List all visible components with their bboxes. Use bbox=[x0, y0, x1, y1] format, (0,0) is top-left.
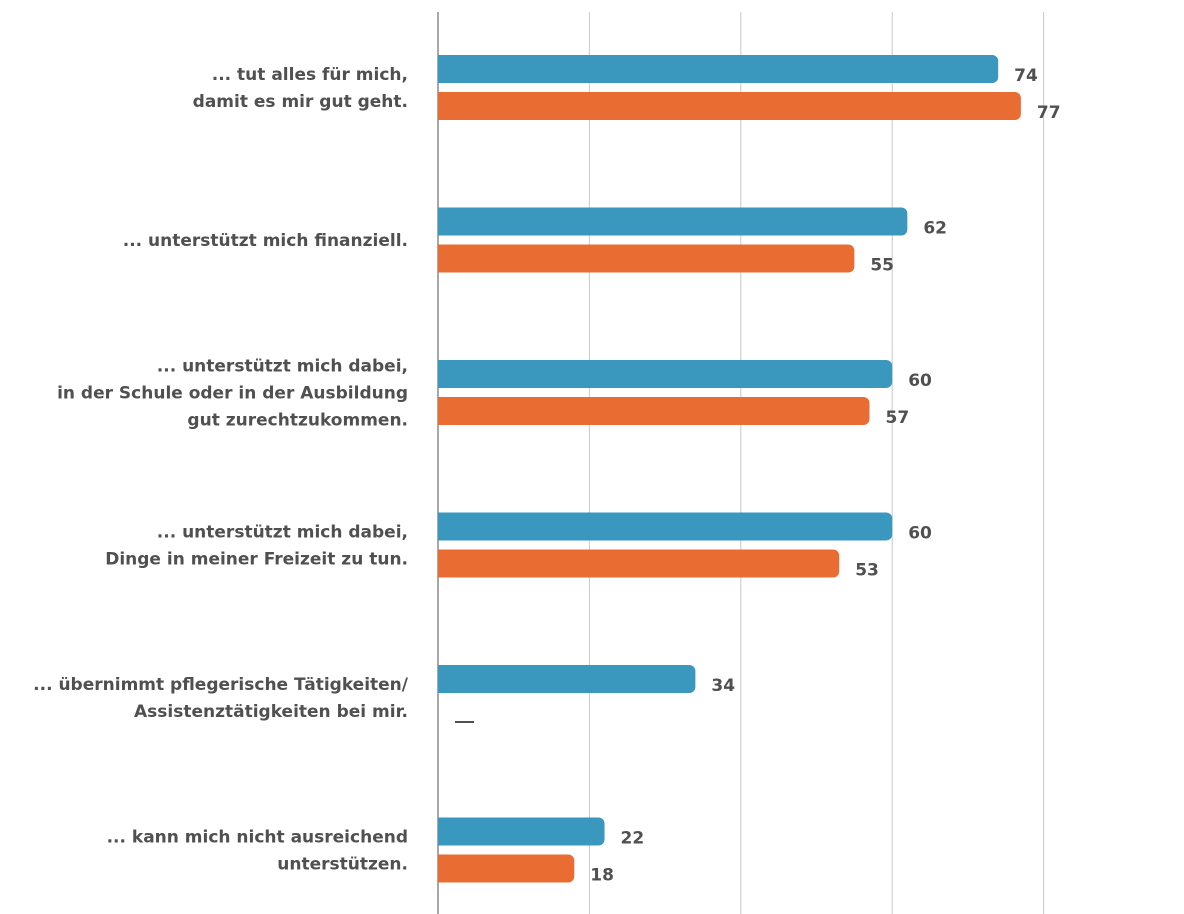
category-label: in der Schule oder in der Ausbildung bbox=[57, 384, 408, 404]
grid-lines bbox=[437, 12, 1045, 914]
category-label: ... übernimmt pflegerische Tätigkeiten/ bbox=[33, 675, 409, 695]
category-label: unterstützen. bbox=[277, 855, 408, 875]
bar-left-edge bbox=[438, 512, 446, 541]
value-label: 60 bbox=[908, 371, 932, 391]
bar-left-edge bbox=[438, 549, 446, 578]
category-label: gut zurechtzukommen. bbox=[187, 411, 408, 431]
bar bbox=[438, 360, 893, 388]
value-label: 53 bbox=[855, 561, 879, 581]
bar bbox=[438, 397, 870, 425]
bar bbox=[438, 512, 893, 541]
value-label: 77 bbox=[1037, 103, 1061, 123]
bar bbox=[438, 549, 840, 578]
category-label: damit es mir gut geht. bbox=[193, 92, 408, 112]
bar bbox=[438, 817, 605, 846]
value-label: 55 bbox=[870, 256, 894, 276]
bars bbox=[438, 55, 1021, 883]
category-label: ... unterstützt mich dabei, bbox=[157, 523, 408, 543]
value-label: 18 bbox=[590, 866, 614, 886]
bar bbox=[438, 854, 575, 883]
bar-left-edge bbox=[438, 55, 446, 83]
value-label: 60 bbox=[908, 524, 932, 544]
bar bbox=[438, 207, 908, 236]
category-label: ... kann mich nicht ausreichend bbox=[107, 828, 408, 848]
bar-left-edge bbox=[438, 854, 446, 883]
bar-left-edge bbox=[438, 244, 446, 273]
value-label: 34 bbox=[711, 676, 735, 696]
bar bbox=[438, 55, 999, 83]
bar-left-edge bbox=[438, 360, 446, 388]
bar-left-edge bbox=[438, 817, 446, 846]
bar bbox=[438, 92, 1021, 120]
bar-left-edge bbox=[438, 397, 446, 425]
bar-left-edge bbox=[438, 92, 446, 120]
bar-left-edge bbox=[438, 665, 446, 693]
bar bbox=[438, 244, 855, 273]
category-label: Assistenztätigkeiten bei mir. bbox=[134, 702, 408, 722]
value-labels: 74 77 62 55 60 57 60 53 34 22 18 bbox=[455, 66, 1061, 886]
value-label: 57 bbox=[885, 408, 909, 428]
bar-left-edge bbox=[438, 207, 446, 236]
value-label: 22 bbox=[621, 829, 645, 849]
category-label: ... unterstützt mich dabei, bbox=[157, 357, 408, 377]
bar bbox=[438, 665, 696, 693]
category-labels: ... tut alles für mich, damit es mir gut … bbox=[33, 65, 409, 875]
category-label: ... tut alles für mich, bbox=[212, 65, 408, 85]
category-label: ... unterstützt mich finanziell. bbox=[123, 231, 408, 251]
value-label: 74 bbox=[1014, 66, 1038, 86]
value-label: 62 bbox=[923, 219, 947, 239]
category-label: Dinge in meiner Freizeit zu tun. bbox=[105, 550, 408, 570]
